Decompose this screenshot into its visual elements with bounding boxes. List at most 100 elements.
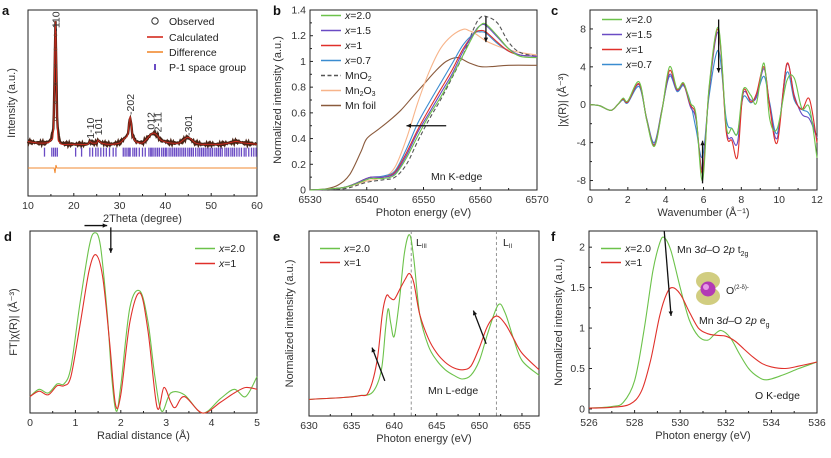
arrow-f-0-head	[668, 311, 673, 316]
series-line-x-2-0	[589, 26, 818, 182]
panel-label-b: b	[273, 3, 281, 18]
arrow-e-1-head	[472, 310, 478, 316]
arrow-c-1-head	[700, 140, 705, 146]
y-tick-label-b: 1.2	[291, 30, 306, 42]
x-axis-label-c: Wavenumber (Å⁻¹)	[657, 206, 749, 219]
legend-label-x-2-0: x=2.0	[624, 243, 651, 255]
annotation-t2g: Mn 3d–O 2p t2g	[677, 244, 749, 258]
peak-label: 012	[146, 112, 158, 130]
orbital-icon	[696, 272, 720, 305]
peak-label: -202	[125, 94, 137, 115]
x-tick-label-d: 2	[118, 417, 124, 429]
x-tick-label-f: 534	[763, 417, 781, 429]
y-tick-label-c: -8	[577, 175, 586, 187]
x-tick-label-d: 3	[163, 417, 169, 429]
legend-label-observed: Observed	[169, 16, 215, 28]
x-tick-label-d: 1	[72, 417, 78, 429]
x-tick-label-a: 50	[205, 200, 217, 212]
x-axis-label-f: Photon energy (eV)	[655, 430, 750, 442]
peak-label: -2-11	[153, 112, 165, 136]
x-tick-label-f: 526	[580, 417, 598, 429]
panel-label-d: d	[4, 229, 12, 244]
annotation-o-k-edge: O K-edge	[755, 390, 800, 402]
x-tick-label-e: 645	[428, 420, 446, 432]
legend-swatch-observed	[151, 17, 159, 25]
y-tick-label-b: 0.8	[291, 82, 306, 94]
legend-label-calculated: Calculated	[169, 32, 219, 44]
x-tick-label-c: 8	[738, 194, 744, 206]
observed-point	[53, 117, 58, 121]
legend-label-mn2o3: Mn2O3	[345, 85, 376, 98]
legend-label-x-2-0: x=2.0	[344, 10, 371, 22]
x-tick-label-b: 6560	[469, 194, 493, 206]
arrow-c-0-head	[716, 68, 721, 73]
y-axis-label-f: Normalized intensity (a.u.)	[553, 258, 565, 386]
y-axis-label-c: |χ(R)| (Å⁻³)	[556, 73, 569, 127]
legend-label-difference: Difference	[169, 47, 217, 59]
y-tick-label-f: 0.5	[570, 363, 585, 375]
panel-b: 6530 6540 6550 6560 6570 0 0.2 0.4 0.6 0.8 1 1.2 1.4…	[272, 5, 549, 220]
panel-label-c: c	[551, 3, 558, 18]
series-line-x-2-0	[588, 236, 818, 409]
arrow-f-0	[663, 230, 672, 316]
legend-label-x-1-5: x=1.5	[344, 25, 371, 37]
panel-e: 630 635 640 645 650 655 Photon energy (eV) Norm…	[284, 230, 540, 445]
arrow-b-0-head	[406, 123, 411, 128]
x-tick-label-a: 20	[68, 200, 80, 212]
panel-a: 10 20 30 40 50 60 2Theta (degree) Intensity (a.…	[6, 9, 263, 225]
series-line-x-1	[29, 254, 258, 414]
legend-label-x-0-7: x=0.7	[625, 59, 652, 71]
observed-point	[53, 82, 58, 86]
series-line-x-1-5	[309, 23, 538, 191]
legend-label-x-1: x=1	[344, 40, 362, 52]
x-axis-label-b: Photon energy (eV)	[376, 207, 471, 219]
x-tick-label-c: 0	[587, 194, 593, 206]
x-tick-label-b: 6540	[355, 194, 379, 206]
series-difference	[28, 164, 257, 174]
y-tick-label-f: 0	[579, 403, 585, 415]
x-tick-label-d: 4	[209, 417, 215, 429]
x-tick-label-a: 30	[114, 200, 126, 212]
series-line-mn-foil	[309, 57, 538, 191]
annotation-eg: Mn 3d–O 2p eg	[699, 315, 770, 329]
x-tick-label-c: 2	[625, 194, 631, 206]
label-l3: LIII	[416, 237, 427, 250]
x-axis-label-d: Radial distance (Å)	[97, 429, 190, 442]
series-line-x-1	[588, 287, 818, 409]
x-tick-label-f: 530	[671, 417, 689, 429]
x-tick-label-e: 650	[471, 420, 489, 432]
legend-label-x-2-0: x=2.0	[625, 14, 652, 26]
series-observed	[26, 21, 258, 150]
annotation-oxygen: O(2-δ)-	[726, 285, 749, 297]
observed-point	[53, 47, 58, 51]
y-tick-label-b: 1	[300, 56, 306, 68]
y-tick-label-c: 0	[580, 99, 586, 111]
panel-f: 526 528 530 532 534 536 0 0.5 1 1.5 2 Photon energy…	[553, 230, 826, 442]
legend-label-space-group: P-1 space group	[169, 62, 246, 74]
y-tick-label-f: 1	[579, 323, 585, 335]
panel-label-f: f	[551, 229, 556, 244]
y-tick-label-b: 0.6	[291, 107, 306, 119]
peak-label: -301	[183, 115, 195, 136]
x-tick-label-b: 6530	[298, 194, 322, 206]
x-tick-label-a: 10	[22, 200, 34, 212]
series-line-x-0-7	[589, 50, 818, 159]
series-line-x-2-0	[309, 22, 538, 191]
y-tick-label-c: 8	[580, 23, 586, 35]
observed-point	[53, 33, 58, 37]
x-tick-label-d: 0	[27, 417, 33, 429]
plot-frame-e	[308, 230, 540, 417]
x-tick-label-b: 6550	[412, 194, 436, 206]
y-tick-label-c: 4	[580, 61, 586, 73]
x-tick-label-c: 6	[701, 194, 707, 206]
x-tick-label-e: 640	[385, 420, 403, 432]
peak-label: -110	[50, 11, 62, 31]
legend-label-mn-foil: Mn foil	[345, 100, 376, 112]
series-calculated	[27, 20, 258, 146]
x-tick-label-f: 536	[808, 417, 826, 429]
legend-label-x-1: x=1	[625, 44, 643, 56]
arrow-e-0	[371, 347, 386, 382]
arrow-e-1	[472, 310, 487, 345]
observed-point	[53, 64, 58, 68]
